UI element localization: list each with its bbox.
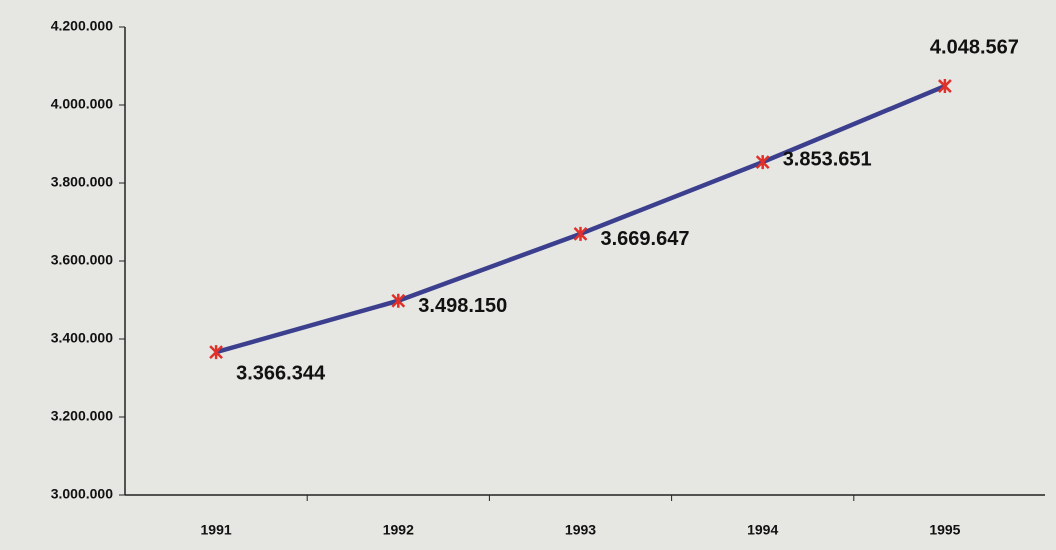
marker bbox=[938, 79, 952, 94]
data-label: 3.853.651 bbox=[783, 148, 872, 170]
y-tick-label: 3.400.000 bbox=[51, 330, 113, 346]
data-label: 3.669.647 bbox=[601, 228, 690, 250]
x-tick-label: 1995 bbox=[929, 522, 960, 538]
x-tick-label: 1992 bbox=[383, 522, 414, 538]
y-tick-label: 3.600.000 bbox=[51, 252, 113, 268]
data-label: 3.498.150 bbox=[418, 295, 507, 317]
y-tick-label: 4.200.000 bbox=[51, 18, 113, 34]
data-label: 3.366.344 bbox=[236, 362, 326, 384]
data-label: 4.048.567 bbox=[930, 36, 1019, 58]
marker bbox=[209, 345, 223, 360]
x-tick-label: 1994 bbox=[747, 522, 778, 538]
x-tick-label: 1991 bbox=[201, 522, 232, 538]
y-tick-label: 3.000.000 bbox=[51, 486, 113, 502]
x-tick-label: 1993 bbox=[565, 522, 596, 538]
marker bbox=[391, 293, 406, 308]
marker bbox=[755, 155, 770, 170]
marker bbox=[573, 226, 588, 241]
series-line bbox=[215, 83, 946, 355]
y-tick-label: 3.800.000 bbox=[51, 174, 113, 190]
y-tick-label: 4.000.000 bbox=[51, 96, 113, 112]
y-tick-label: 3.200.000 bbox=[51, 408, 113, 424]
